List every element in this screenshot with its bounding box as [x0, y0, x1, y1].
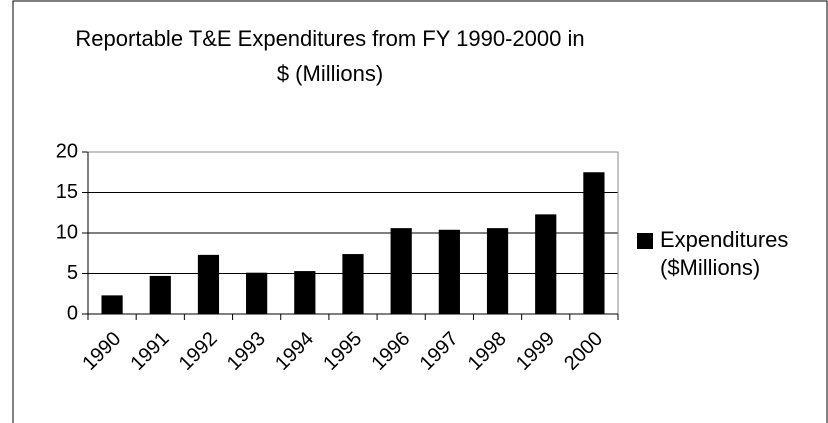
y-tick-label: 20: [56, 140, 78, 162]
bar: [149, 275, 171, 314]
x-tick-label: 1994: [271, 328, 318, 375]
x-tick-label: 1992: [175, 328, 222, 375]
y-tick-label: 0: [67, 302, 78, 324]
y-tick-label: 5: [67, 262, 78, 284]
chart-border: [12, 0, 828, 423]
bar: [583, 172, 605, 314]
x-tick-label: 1997: [416, 328, 463, 375]
bar: [246, 272, 268, 314]
bar: [390, 228, 412, 314]
x-tick-label: 1990: [78, 328, 125, 375]
y-tick-label: 10: [56, 221, 78, 243]
bar: [342, 254, 364, 314]
legend-swatch: [637, 233, 653, 249]
x-tick-label: 1995: [319, 328, 366, 375]
y-tick-label: 15: [56, 181, 78, 203]
bar: [535, 214, 557, 314]
bar: [438, 229, 460, 314]
legend-label: Expenditures ($Millions): [660, 227, 789, 280]
x-tick-label: 2000: [560, 328, 607, 375]
x-tick-label: 1998: [464, 328, 511, 375]
bar: [101, 295, 123, 314]
x-tick-label: 1993: [223, 328, 270, 375]
chart-title: $ (Millions): [277, 61, 383, 86]
bar: [486, 228, 509, 314]
chart-title: Reportable T&E Expenditures from FY 1990…: [75, 26, 584, 51]
x-tick-label: 1999: [512, 328, 559, 375]
x-tick-label: 1991: [127, 328, 174, 375]
bar: [197, 254, 220, 314]
x-tick-label: 1996: [367, 328, 414, 375]
bar: [294, 271, 316, 314]
